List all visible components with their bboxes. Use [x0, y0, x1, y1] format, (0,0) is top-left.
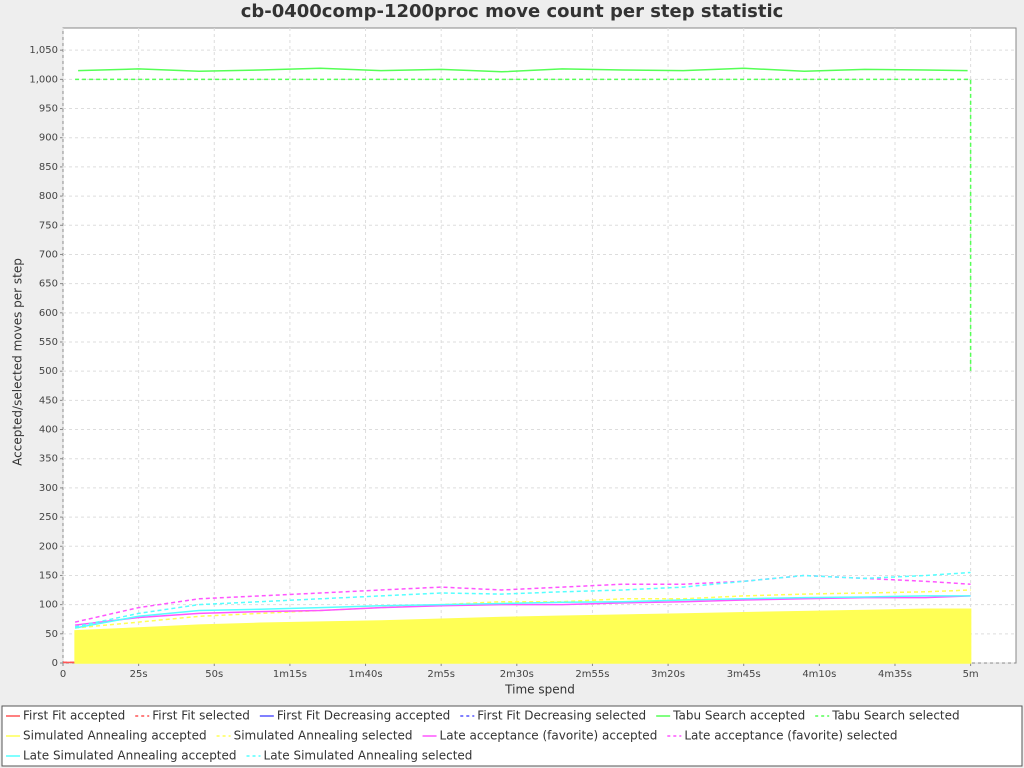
y-tick-label: 50 [45, 629, 58, 640]
y-tick-label: 600 [39, 308, 58, 319]
y-tick-label: 150 [39, 570, 58, 581]
y-tick-label: 500 [39, 366, 58, 377]
x-tick-label: 5m [963, 669, 979, 680]
y-tick-label: 200 [39, 541, 58, 552]
x-tick-label: 4m10s [802, 669, 836, 680]
line [75, 78, 972, 372]
y-tick-label: 0 [52, 658, 58, 669]
y-tick-label: 900 [39, 133, 58, 144]
legend [1, 705, 1023, 767]
y-tick-label: 1,050 [29, 45, 58, 56]
legend-label: Tabu Search selected [831, 709, 959, 723]
x-tick-label: 4m35s [878, 669, 912, 680]
y-tick-label: 650 [39, 279, 58, 290]
x-tick-label: 25s [130, 669, 148, 680]
y-tick-label: 1,000 [29, 74, 58, 85]
y-axis-label: Accepted/selected moves per step [11, 258, 25, 466]
y-tick-label: 100 [39, 600, 58, 611]
x-tick-label: 2m30s [500, 669, 534, 680]
legend-label: Tabu Search accepted [672, 709, 805, 723]
line [75, 589, 971, 629]
legend-label: Late Simulated Annealing accepted [23, 749, 237, 763]
x-tick-label: 50s [205, 669, 223, 680]
x-tick-label: 2m55s [575, 669, 609, 680]
y-tick-label: 800 [39, 191, 58, 202]
x-tick-label: 2m5s [427, 669, 455, 680]
legend-label: Simulated Annealing accepted [23, 729, 207, 743]
legend-label: Late acceptance (favorite) selected [684, 729, 897, 743]
area [74, 608, 972, 664]
plot-area [62, 27, 1017, 664]
x-tick-label: 3m20s [651, 669, 685, 680]
y-tick-label: 300 [39, 483, 58, 494]
legend-label: First Fit accepted [23, 709, 125, 723]
legend-label: Late Simulated Annealing selected [264, 749, 473, 763]
y-tick-label: 750 [39, 220, 58, 231]
legend-label: First Fit Decreasing selected [477, 709, 646, 723]
legend-label: Simulated Annealing selected [234, 729, 413, 743]
y-tick-label: 400 [39, 425, 58, 436]
y-tick-label: 700 [39, 249, 58, 260]
line [75, 595, 971, 626]
legend-label: Late acceptance (favorite) accepted [440, 729, 658, 743]
x-tick-label: 1m40s [349, 669, 383, 680]
chart-title: cb-0400comp-1200proc move count per step… [241, 1, 784, 22]
line [74, 571, 971, 628]
y-tick-label: 550 [39, 337, 58, 348]
y-tick-label: 350 [39, 454, 58, 465]
x-tick-label: 3m45s [727, 669, 761, 680]
y-tick-label: 950 [39, 104, 58, 115]
line [78, 67, 968, 73]
x-tick-label: 0 [60, 669, 66, 680]
legend-label: First Fit selected [152, 709, 250, 723]
legend-label: First Fit Decreasing accepted [277, 709, 450, 723]
x-tick-label: 1m15s [273, 669, 307, 680]
y-tick-label: 850 [39, 162, 58, 173]
y-tick-label: 250 [39, 512, 58, 523]
x-axis-label: Time spend [504, 683, 575, 697]
y-tick-label: 450 [39, 395, 58, 406]
line [74, 574, 971, 623]
line [74, 595, 971, 629]
